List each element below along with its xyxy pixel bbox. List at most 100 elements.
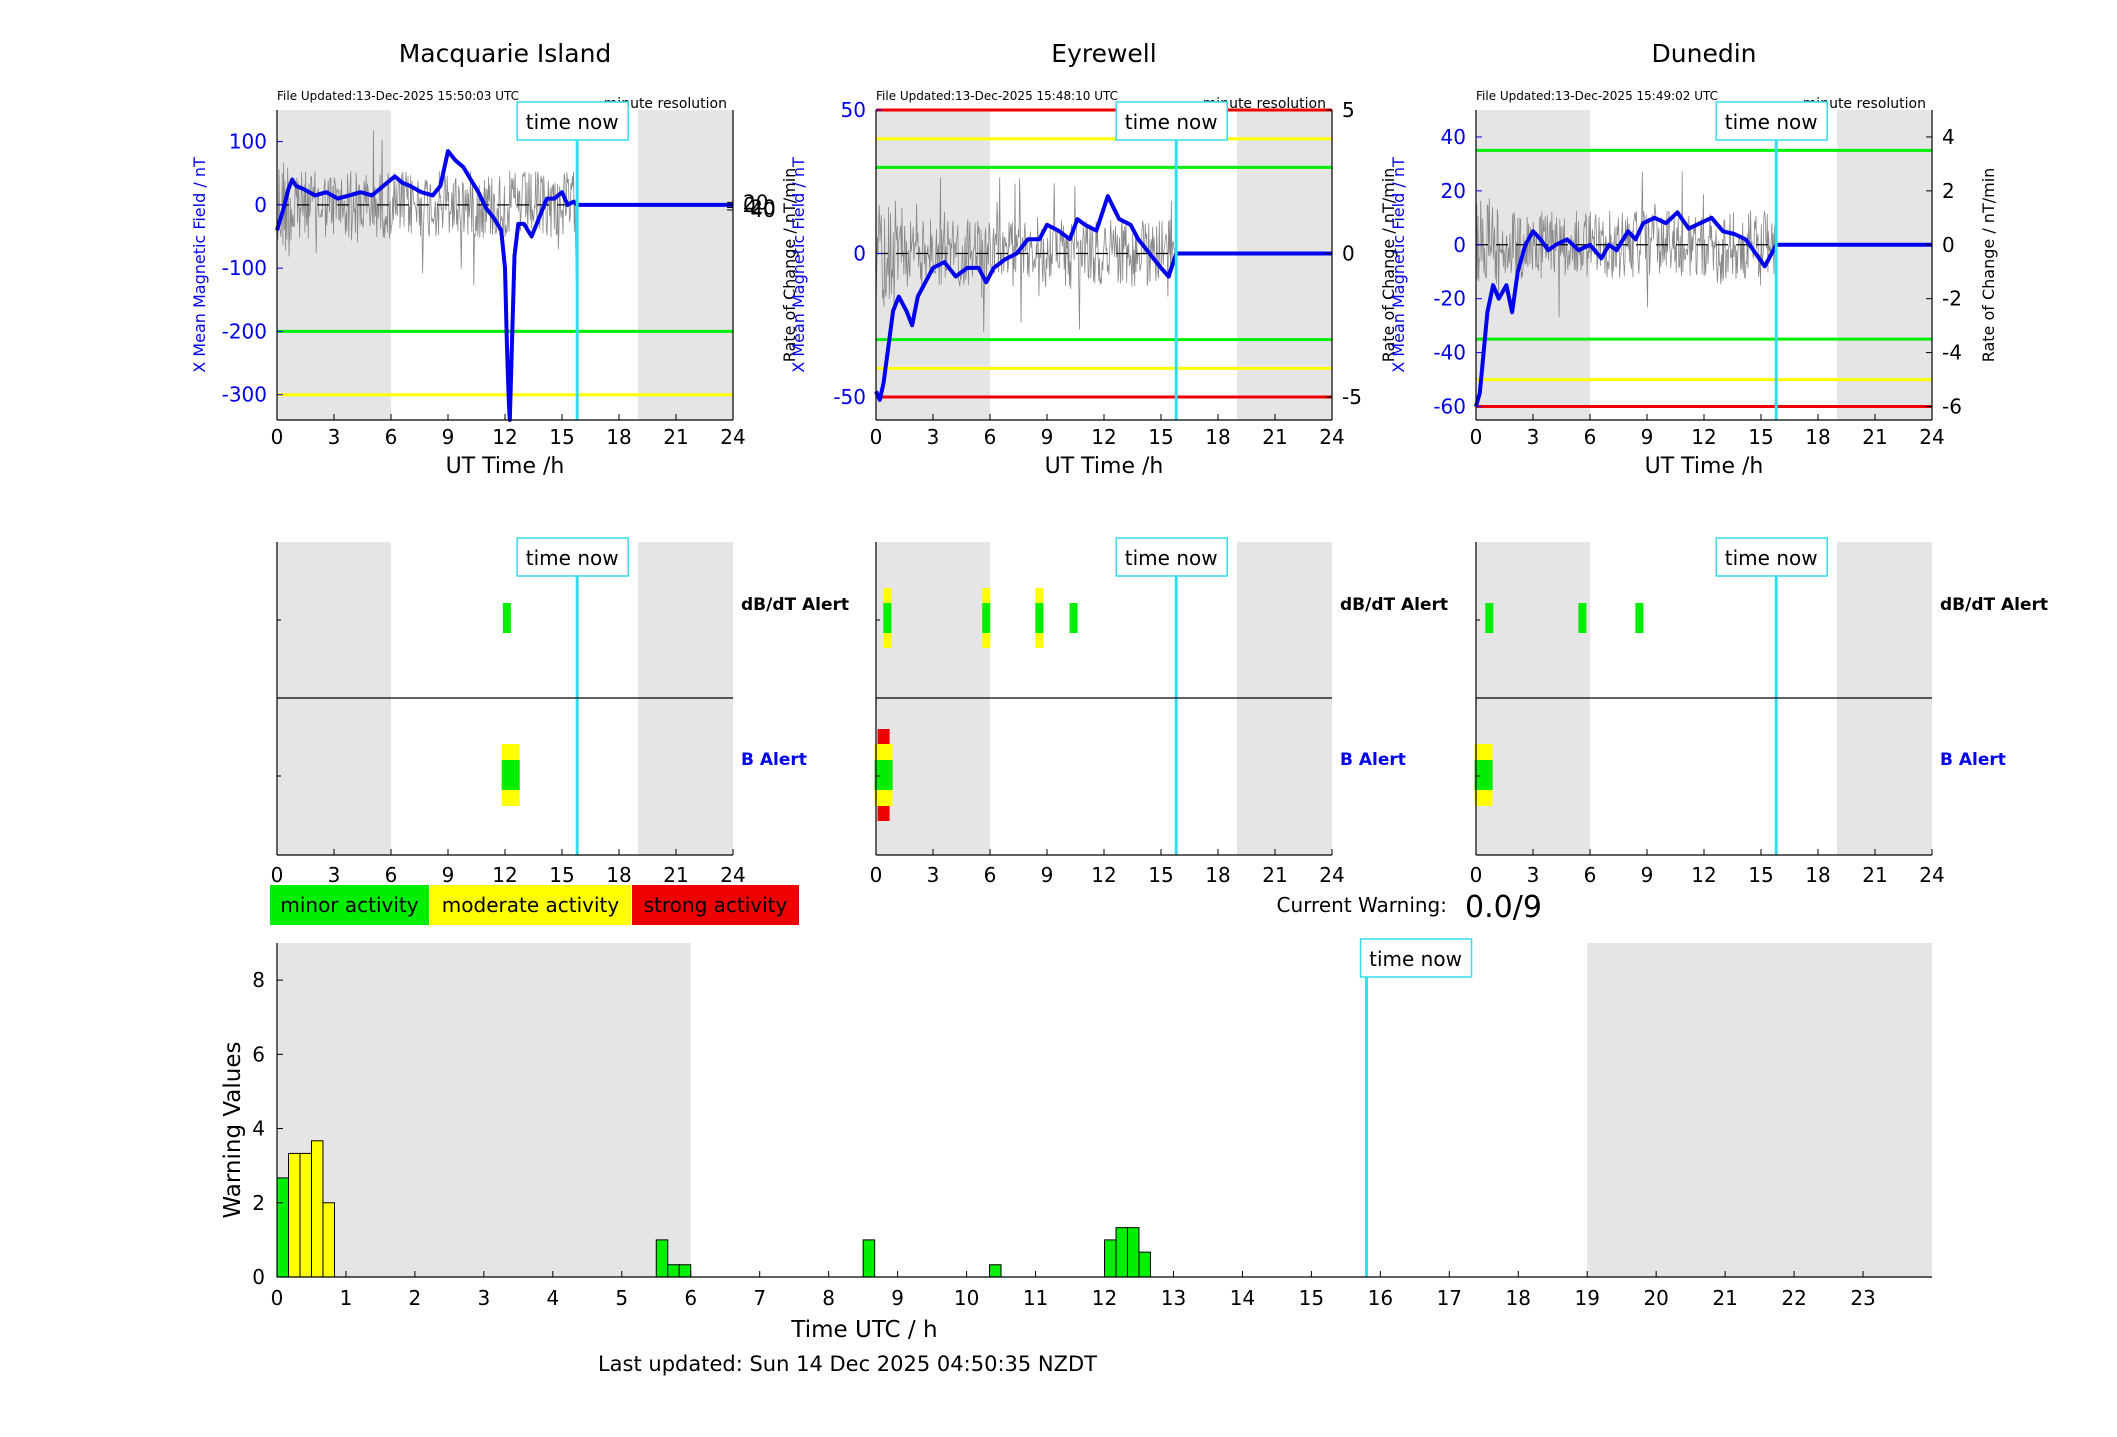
left-tick-label: -200 <box>222 319 267 343</box>
rate-of-change-trace <box>875 177 1177 333</box>
left-tick-label: 100 <box>229 130 267 154</box>
x-tick-label: 21 <box>1862 863 1887 887</box>
left-tick-label: 0 <box>254 193 267 217</box>
x-tick-label: 15 <box>1148 863 1173 887</box>
b-alert-label: B Alert <box>741 750 807 770</box>
station-title: Macquarie Island <box>399 39 612 68</box>
left-tick-label: -50 <box>833 385 866 409</box>
warning-bar <box>310 1140 324 1278</box>
left-axis-label: X Mean Magnetic Field / nT <box>789 157 808 373</box>
legend-label: strong activity <box>644 893 788 917</box>
x-tick-label: 15 <box>1748 425 1773 449</box>
x-axis-label: UT Time /h <box>446 454 565 479</box>
right-tick-label: 5 <box>1342 98 1355 122</box>
x-tick-label: 9 <box>1041 425 1054 449</box>
x-tick-label: 6 <box>385 863 398 887</box>
x-tick-label: 22 <box>1781 1286 1806 1310</box>
x-tick-label: 15 <box>1148 425 1173 449</box>
warning-bar <box>299 1152 312 1278</box>
warning-bar <box>1115 1227 1129 1278</box>
x-tick-label: 5 <box>615 1286 628 1310</box>
x-axis-label: UT Time /h <box>1045 454 1164 479</box>
x-tick-label: 11 <box>1023 1286 1048 1310</box>
time-now-box <box>516 101 629 141</box>
warning-bar <box>655 1239 669 1278</box>
x-tick-label: 0 <box>271 425 284 449</box>
resolution-text: minute resolution <box>604 96 727 112</box>
time-now-label: time now <box>526 110 619 134</box>
x-tick-label: 0 <box>870 863 883 887</box>
x-tick-label: 0 <box>1470 425 1483 449</box>
x-tick-label: 0 <box>271 1286 284 1310</box>
left-tick-label: -100 <box>222 256 267 280</box>
x-tick-label: 3 <box>328 863 341 887</box>
b-alert-label: B Alert <box>1940 750 2006 770</box>
x-tick-label: 21 <box>663 863 688 887</box>
x-tick-label: 0 <box>1470 863 1483 887</box>
x-tick-label: 12 <box>1092 1286 1117 1310</box>
x-axis-label: Time UTC / h <box>790 1317 937 1343</box>
x-tick-label: 9 <box>1641 863 1654 887</box>
current-warning-value: 0.0/9 <box>1465 890 1542 925</box>
time-now-label: time now <box>1725 546 1818 570</box>
x-tick-label: 13 <box>1161 1286 1186 1310</box>
time-now-box <box>1115 101 1228 141</box>
warning-bar <box>288 1152 301 1278</box>
y-axis-label: Warning Values <box>220 1041 246 1218</box>
x-tick-label: 1 <box>340 1286 353 1310</box>
warning-bar <box>1104 1239 1117 1278</box>
mean-field-trace <box>1474 210 1932 408</box>
station-title: Dunedin <box>1652 39 1757 68</box>
x-tick-label: 12 <box>492 425 517 449</box>
warning-bar <box>862 1239 876 1278</box>
b-alert-label: B Alert <box>1340 750 1406 770</box>
x-tick-label: 16 <box>1368 1286 1393 1310</box>
x-tick-label: 20 <box>1643 1286 1668 1310</box>
left-tick-label: -300 <box>222 383 267 407</box>
right-tick-label: -2 <box>1942 287 1962 311</box>
time-now-label: time now <box>1725 110 1818 134</box>
b-alert-minor <box>501 760 520 790</box>
dbdt-alert-minor <box>1069 603 1078 633</box>
time-now-box <box>1115 537 1228 577</box>
legend-label: moderate activity <box>442 893 620 917</box>
dbdt-alert-minor <box>1035 603 1044 633</box>
right-tick-label: 0 <box>1942 233 1955 257</box>
x-tick-label: 7 <box>753 1286 766 1310</box>
station-panel-0: Macquarie Island File Updated:13-Dec-2025… <box>190 39 799 479</box>
station-panel-1: Eyrewell File Updated:13-Dec-2025 15:48:1… <box>789 39 1398 479</box>
right-tick-label: 0 <box>743 193 756 217</box>
night-shade <box>1476 110 1590 420</box>
y-tick-label: 6 <box>252 1042 265 1066</box>
x-axis-label: UT Time /h <box>1645 454 1764 479</box>
x-tick-label: 6 <box>1584 863 1597 887</box>
time-now-label: time now <box>1125 546 1218 570</box>
mean-field-trace <box>275 149 733 422</box>
night-shade <box>638 110 733 420</box>
file-updated-text: File Updated:13-Dec-2025 15:49:02 UTC <box>1476 89 1718 103</box>
dbdt-alert-minor <box>1578 603 1587 633</box>
alert-panel-1: time now dB/dT Alert B Alert 0 3 6 9 12 15 18 21 24 <box>870 537 1448 887</box>
b-alert-minor <box>1474 760 1493 790</box>
x-tick-label: 18 <box>1205 425 1230 449</box>
right-tick-label: -40 <box>743 198 776 222</box>
x-tick-label: 3 <box>927 863 940 887</box>
x-tick-label: 17 <box>1437 1286 1462 1310</box>
time-now-label: time now <box>1125 110 1218 134</box>
warning-bar <box>678 1264 692 1278</box>
left-tick-label: 40 <box>1441 125 1466 149</box>
right-tick-label: 4 <box>1942 125 1955 149</box>
right-tick-label: -6 <box>1942 395 1962 419</box>
x-tick-label: 10 <box>954 1286 979 1310</box>
alert-panel-0: time now dB/dT Alert B Alert 0 3 6 9 12 15 18 21 24 <box>271 537 849 887</box>
x-tick-label: 3 <box>328 425 341 449</box>
x-tick-label: 6 <box>684 1286 697 1310</box>
dbdt-alert-minor <box>502 603 511 633</box>
left-tick-label: 0 <box>1453 233 1466 257</box>
right-axis-label: Rate of Change / nT/min <box>1979 168 1998 363</box>
x-tick-label: 4 <box>546 1286 559 1310</box>
x-tick-label: 3 <box>478 1286 491 1310</box>
x-tick-label: 24 <box>1919 863 1944 887</box>
dbdt-alert-minor <box>883 603 892 633</box>
x-tick-label: 12 <box>1091 863 1116 887</box>
